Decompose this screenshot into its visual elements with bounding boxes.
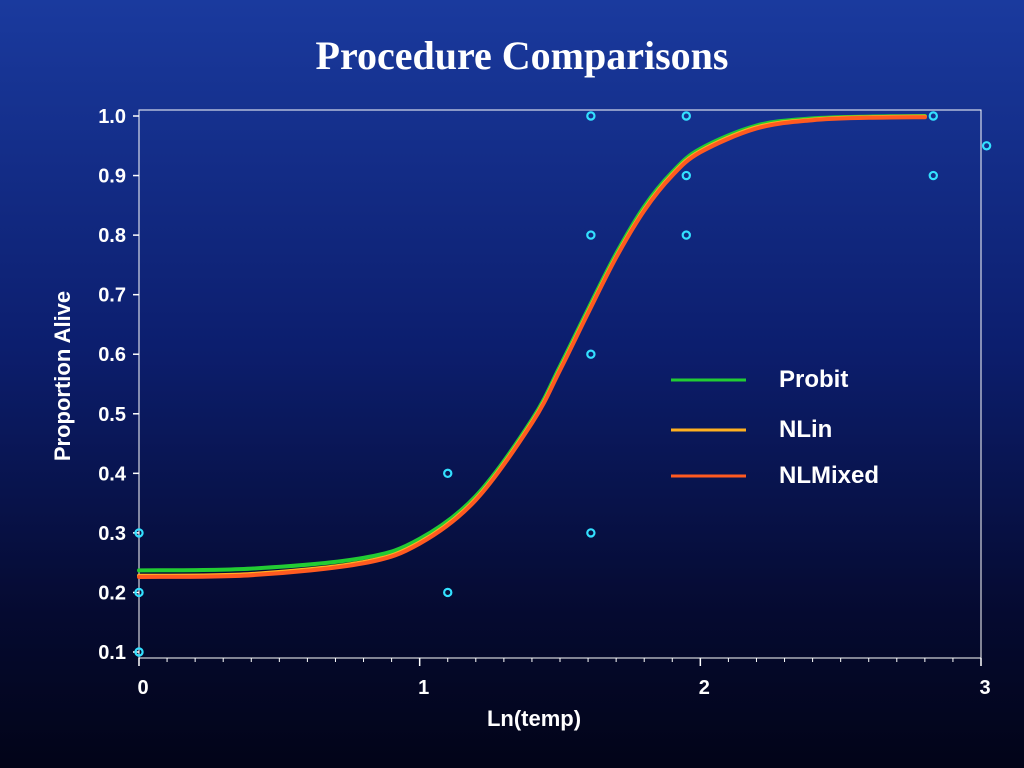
data-point [134, 587, 144, 598]
data-point [586, 111, 596, 121]
y-tick-label: 0.6 [98, 344, 126, 366]
data-point [928, 111, 938, 121]
data-point [586, 349, 596, 359]
y-tick-label: 0.5 [98, 404, 126, 426]
x-tick-label: 0 [137, 677, 148, 699]
data-point [443, 468, 453, 479]
x-tick-label: 1 [418, 677, 429, 699]
data-point [928, 170, 938, 181]
data-point [586, 230, 596, 240]
legend-label-probit: Probit [779, 366, 848, 393]
data-point [134, 528, 144, 538]
y-tick-label: 0.3 [98, 523, 126, 545]
y-axis-title: Proportion Alive [50, 291, 75, 461]
legend-label-nlin: NLin [779, 416, 832, 443]
y-tick-label: 0.4 [98, 463, 127, 485]
y-tick-label: 0.9 [98, 166, 126, 188]
y-tick-label: 0.2 [98, 582, 126, 604]
y-tick-label: 0.1 [98, 642, 126, 664]
x-axis-title: Ln(temp) [487, 706, 581, 731]
x-tick-label: 3 [979, 677, 990, 699]
series-line-nlin [137, 114, 927, 578]
data-point [681, 170, 692, 181]
y-tick-label: 0.8 [98, 225, 126, 247]
data-point [134, 647, 144, 657]
x-tick-label: 2 [699, 677, 710, 699]
data-point [981, 141, 992, 151]
data-point [681, 230, 692, 240]
y-tick-label: 0.7 [98, 285, 126, 307]
data-point [586, 528, 596, 538]
series-line-probit [137, 114, 927, 573]
data-point [443, 587, 453, 598]
series-line-nlmixed [137, 115, 927, 579]
y-tick-label: 1.0 [98, 106, 126, 128]
chart-title: Procedure Comparisons [315, 33, 729, 78]
legend-label-nlmixed: NLMixed [779, 462, 879, 489]
data-point [681, 111, 692, 121]
